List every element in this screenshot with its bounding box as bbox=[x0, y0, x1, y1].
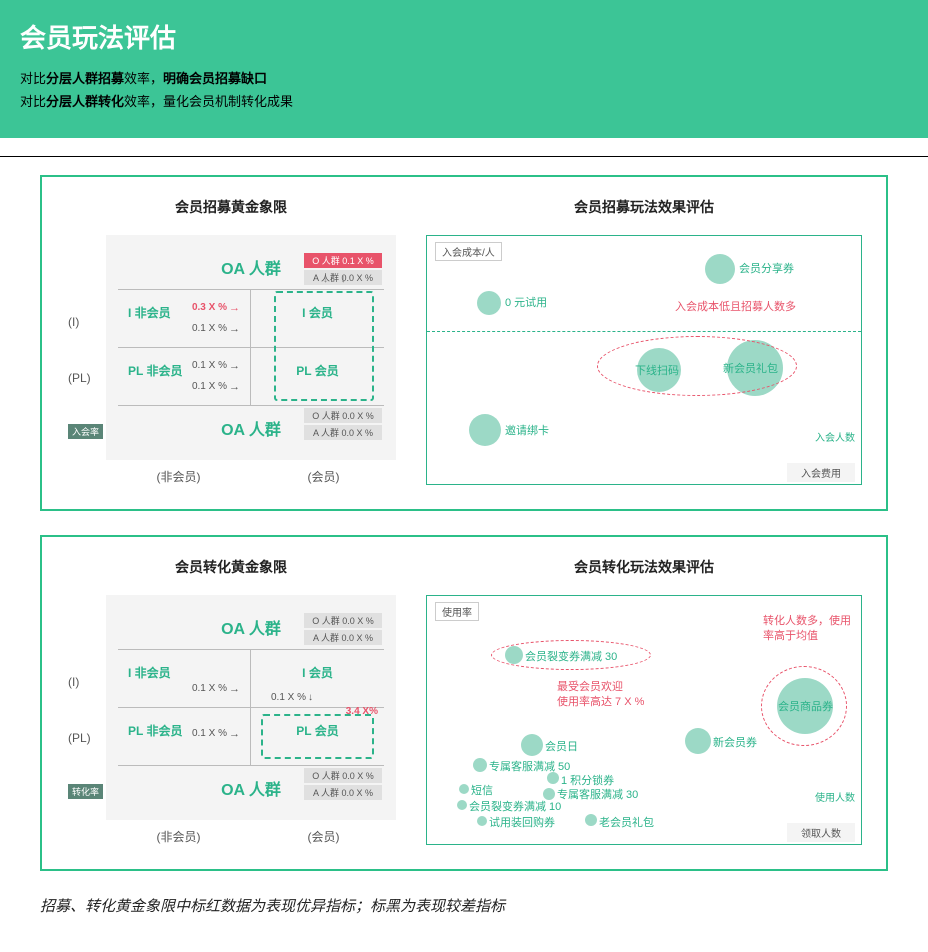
quadrant-title-2: 会员转化黄金象限 bbox=[66, 557, 396, 577]
panel-recruit: 会员招募黄金象限 (I) (PL) 入会率 OA 人群 O 人群 0.1 X %… bbox=[40, 175, 888, 511]
side-label-pl-2: (PL) bbox=[68, 731, 91, 745]
highlight-ellipse-2b bbox=[491, 640, 651, 670]
bot-label-l-2: (非会员) bbox=[106, 828, 251, 845]
y-axis-label-2: 使用率 bbox=[435, 602, 479, 621]
highlight-ellipse-1 bbox=[597, 336, 797, 396]
cell-tr-2: I 会员 0.1 X %↓ bbox=[251, 650, 384, 708]
bubble-memberday bbox=[521, 734, 543, 756]
bubble-cs50 bbox=[473, 758, 487, 772]
badge-o-2: O 人群 0.0 X % bbox=[304, 613, 382, 628]
highlight-box-2 bbox=[261, 714, 374, 759]
page-title: 会员玩法评估 bbox=[20, 18, 908, 55]
chart-title-2: 会员转化玩法效果评估 bbox=[426, 557, 862, 577]
x-axis-metric-1: 入会人数 bbox=[815, 429, 855, 444]
side-label-i: (I) bbox=[68, 315, 91, 329]
footer-badge-o-2: O 人群 0.0 X % bbox=[304, 768, 382, 783]
bubble-newcoupon bbox=[685, 728, 711, 754]
bubble-0trial bbox=[477, 291, 501, 315]
annotation-2b: 最受会员欢迎使用率高达 7 X % bbox=[557, 680, 644, 711]
x-axis-metric-2: 使用人数 bbox=[815, 789, 855, 804]
bubble-chart-1: 入会成本/人 0 元试用 会员分享券 下线扫码 新会员礼包 邀请绑卡 入会成本低… bbox=[426, 235, 862, 485]
bot-label-r-2: (会员) bbox=[251, 828, 396, 845]
bubble-oldgift bbox=[585, 814, 597, 826]
bubble-invite bbox=[469, 414, 501, 446]
subtitle-2: 对比分层人群转化效率，量化会员机制转化成果 bbox=[20, 90, 908, 113]
bot-label-l-1: (非会员) bbox=[106, 468, 251, 485]
quadrant-title-1: 会员招募黄金象限 bbox=[66, 197, 396, 217]
chart-title-1: 会员招募玩法效果评估 bbox=[426, 197, 862, 217]
bubble-sms bbox=[459, 784, 469, 794]
cell-br-2: PL 会员 3.4 X% bbox=[251, 708, 384, 766]
side-label-pl: (PL) bbox=[68, 371, 91, 385]
divider bbox=[0, 156, 928, 157]
y-axis-label-1: 入会成本/人 bbox=[435, 242, 502, 261]
bot-label-r-1: (会员) bbox=[251, 468, 396, 485]
cell-bl-2: PL 非会员 0.1 X %→ bbox=[118, 708, 251, 766]
panel-convert: 会员转化黄金象限 (I) (PL) 转化率 OA 人群 O 人群 0.0 X %… bbox=[40, 535, 888, 871]
bubble-fission10 bbox=[457, 800, 467, 810]
mean-line-1 bbox=[427, 331, 861, 332]
badge-a-2: A 人群 0.0 X % bbox=[304, 630, 382, 645]
footer-badge-o-1: O 人群 0.0 X % bbox=[304, 408, 382, 423]
bubble-chart-2: 使用率 转化人数多，使用率高于均值 最受会员欢迎使用率高达 7 X % 会员商品… bbox=[426, 595, 862, 845]
bubble-1point bbox=[547, 772, 559, 784]
down-arrows-icon: ↓ ↓ bbox=[323, 273, 346, 285]
bubble-share bbox=[705, 254, 735, 284]
annotation-2a: 转化人数多，使用率高于均值 bbox=[763, 614, 851, 645]
x-axis-category-2: 领取人数 bbox=[787, 823, 855, 842]
footnote: 招募、转化黄金象限中标红数据为表现优异指标；标黑为表现较差指标 bbox=[40, 895, 888, 916]
cell-tl-2: I 非会员 0.1 X %→ bbox=[118, 650, 251, 708]
cell-bl-1: PL 非会员 0.1 X %→ 0.1 X %→ bbox=[118, 348, 251, 406]
side-tag-1: 入会率 bbox=[68, 424, 103, 439]
footer-badge-a-1: A 人群 0.0 X % bbox=[304, 425, 382, 440]
header-banner: 会员玩法评估 对比分层人群招募效率，明确会员招募缺口 对比分层人群转化效率，量化… bbox=[0, 0, 928, 138]
cell-tl-1: I 非会员 0.3 X %→ 0.1 X %→ bbox=[118, 290, 251, 348]
x-axis-category-1: 入会费用 bbox=[787, 463, 855, 482]
bubble-trial bbox=[477, 816, 487, 826]
highlight-box-1 bbox=[274, 291, 374, 401]
subtitle-1: 对比分层人群招募效率，明确会员招募缺口 bbox=[20, 67, 908, 90]
side-label-i-2: (I) bbox=[68, 675, 91, 689]
side-tag-2: 转化率 bbox=[68, 784, 103, 799]
badge-o-1: O 人群 0.1 X % bbox=[304, 253, 382, 268]
footer-badge-a-2: A 人群 0.0 X % bbox=[304, 785, 382, 800]
annotation-1: 入会成本低且招募人数多 bbox=[675, 298, 796, 314]
highlight-ellipse-2a bbox=[761, 666, 847, 746]
